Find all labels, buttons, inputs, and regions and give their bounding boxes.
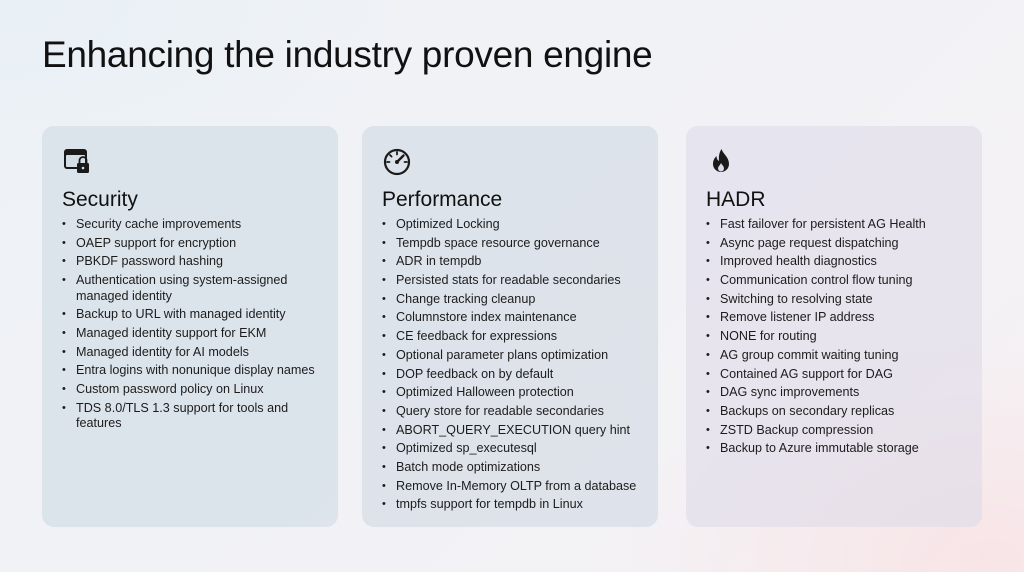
list-item: PBKDF password hashing — [62, 254, 324, 270]
list-item: Switching to resolving state — [706, 292, 968, 308]
hadr-card: HADR Fast failover for persistent AG Hea… — [686, 126, 982, 527]
list-item: Contained AG support for DAG — [706, 367, 968, 383]
performance-card: Performance Optimized Locking Tempdb spa… — [362, 126, 658, 527]
list-item: tmpfs support for tempdb in Linux — [382, 497, 644, 513]
card-title-hadr: HADR — [706, 188, 766, 211]
list-item: Async page request dispatching — [706, 236, 968, 252]
card-title-performance: Performance — [382, 188, 503, 211]
list-item: DAG sync improvements — [706, 385, 968, 401]
list-item: Improved health diagnostics — [706, 254, 968, 270]
list-item: Security cache improvements — [62, 217, 324, 233]
list-item: Backups on secondary replicas — [706, 404, 968, 420]
list-item: Communication control flow tuning — [706, 273, 968, 289]
performance-list: Optimized Locking Tempdb space resource … — [382, 217, 644, 516]
list-item: Batch mode optimizations — [382, 460, 644, 476]
list-item: Entra logins with nonunique display name… — [62, 363, 324, 379]
list-item: Custom password policy on Linux — [62, 382, 324, 398]
page-title: Enhancing the industry proven engine — [42, 34, 653, 75]
window-lock-icon — [62, 146, 92, 176]
list-item: TDS 8.0/TLS 1.3 support for tools and fe… — [62, 401, 324, 432]
card-title-security: Security — [62, 188, 138, 211]
list-item: Columnstore index maintenance — [382, 310, 644, 326]
list-item: AG group commit waiting tuning — [706, 348, 968, 364]
list-item: Optional parameter plans optimization — [382, 348, 644, 364]
list-item: Optimized Locking — [382, 217, 644, 233]
list-item: Managed identity for AI models — [62, 345, 324, 361]
list-item: OAEP support for encryption — [62, 236, 324, 252]
list-item: Optimized sp_executesql — [382, 441, 644, 457]
list-item: Remove listener IP address — [706, 310, 968, 326]
list-item: ADR in tempdb — [382, 254, 644, 270]
list-item: Backup to URL with managed identity — [62, 307, 324, 323]
list-item: NONE for routing — [706, 329, 968, 345]
security-list: Security cache improvements OAEP support… — [62, 217, 324, 435]
list-item: Change tracking cleanup — [382, 292, 644, 308]
list-item: ABORT_QUERY_EXECUTION query hint — [382, 423, 644, 439]
hadr-list: Fast failover for persistent AG Health A… — [706, 217, 968, 460]
security-card: Security Security cache improvements OAE… — [42, 126, 338, 527]
list-item: Tempdb space resource governance — [382, 236, 644, 252]
list-item: Remove In-Memory OLTP from a database — [382, 479, 644, 495]
list-item: DOP feedback on by default — [382, 367, 644, 383]
list-item: Authentication using system-assigned man… — [62, 273, 324, 304]
flame-icon — [706, 146, 736, 176]
list-item: Optimized Halloween protection — [382, 385, 644, 401]
list-item: Backup to Azure immutable storage — [706, 441, 968, 457]
list-item: CE feedback for expressions — [382, 329, 644, 345]
list-item: Managed identity support for EKM — [62, 326, 324, 342]
list-item: Query store for readable secondaries — [382, 404, 644, 420]
list-item: ZSTD Backup compression — [706, 423, 968, 439]
list-item: Persisted stats for readable secondaries — [382, 273, 644, 289]
gauge-icon — [382, 146, 412, 176]
list-item: Fast failover for persistent AG Health — [706, 217, 968, 233]
